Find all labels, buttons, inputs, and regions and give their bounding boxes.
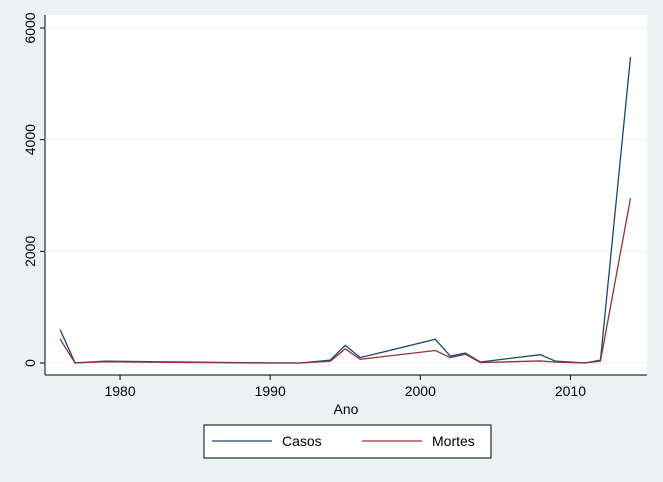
- x-tick-label: 1980: [104, 383, 135, 399]
- y-tick-label: 2000: [22, 236, 38, 267]
- y-tick-label: 4000: [22, 124, 38, 155]
- legend-label: Mortes: [432, 433, 475, 449]
- plot-area: [45, 15, 647, 375]
- x-tick-label: 1990: [255, 383, 286, 399]
- y-tick-label: 6000: [22, 12, 38, 43]
- x-tick-label: 2000: [405, 383, 436, 399]
- legend-label: Casos: [282, 433, 322, 449]
- y-tick-label: 0: [22, 359, 38, 367]
- x-tick-label: 2010: [555, 383, 586, 399]
- x-axis-label: Ano: [334, 401, 359, 417]
- line-series: [59, 198, 632, 364]
